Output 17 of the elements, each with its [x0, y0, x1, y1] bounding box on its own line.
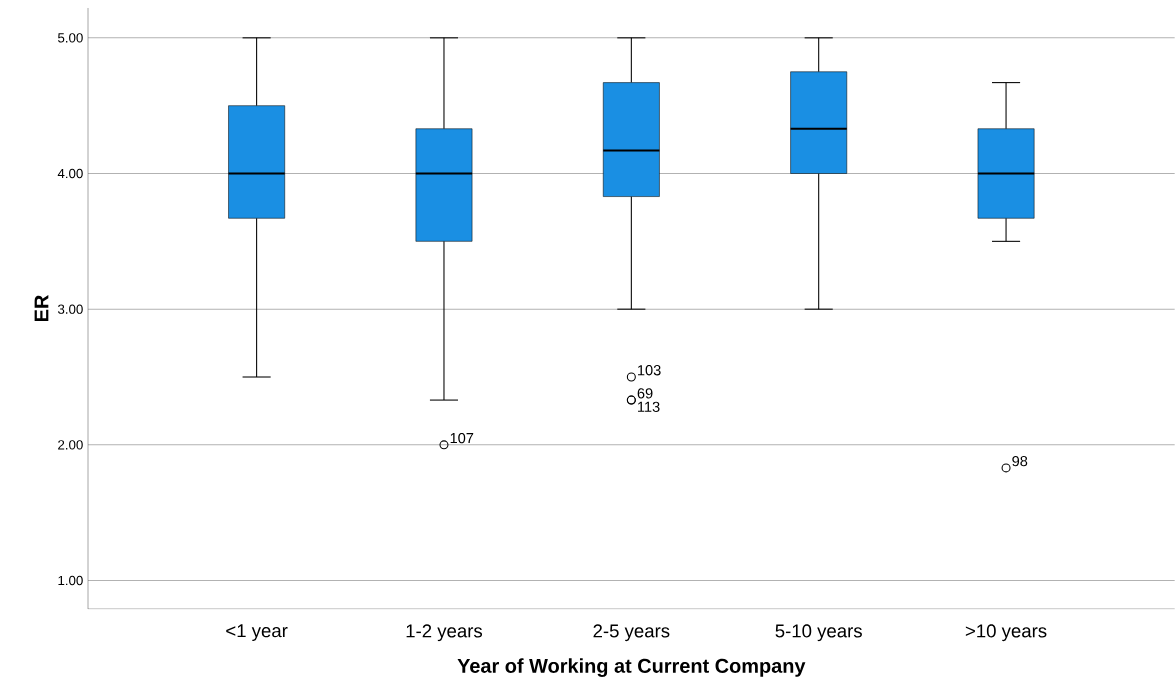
y-tick-label: 1.00	[58, 575, 83, 586]
y-tick-label: 5.00	[57, 33, 83, 43]
y-tick-label: 2.00	[58, 440, 83, 450]
annotation: 113	[638, 401, 660, 413]
annotation: 98	[1012, 455, 1028, 467]
x-tick-label: 1-2 years	[406, 624, 483, 642]
annotation: 103	[638, 365, 661, 376]
x-tick-label: 5-10 years	[775, 624, 862, 642]
x-axis-title: Year of Working at Current Company	[457, 658, 806, 677]
annotation: 69	[637, 388, 653, 399]
annotation: 107	[450, 432, 474, 444]
y-tick-label: 4.00	[57, 168, 83, 179]
x-tick-label: >10 years	[965, 624, 1047, 642]
y-axis-title: ER	[34, 295, 49, 321]
y-tick-label: 3.00	[57, 304, 83, 314]
x-tick-label: 2-5 years	[593, 624, 670, 642]
x-tick-label: <1 year	[226, 624, 288, 641]
